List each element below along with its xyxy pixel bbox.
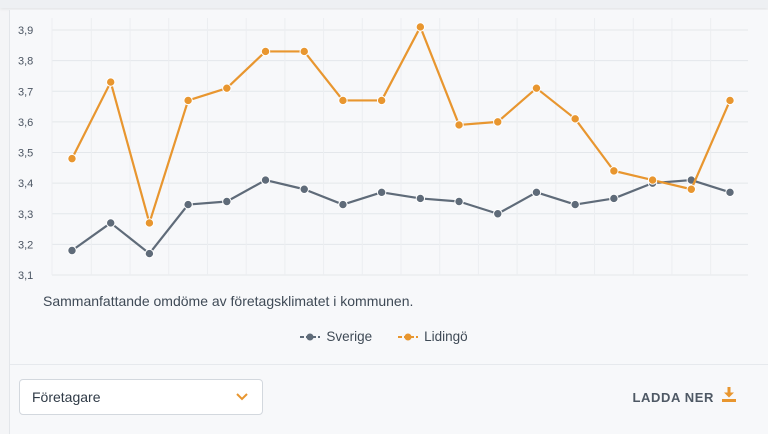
legend-item-lidingo[interactable]: Lidingö	[398, 329, 468, 344]
respondent-select-value: Företagare	[32, 389, 101, 405]
data-point-sverige	[222, 196, 232, 207]
respondent-select[interactable]: Företagare	[19, 379, 263, 415]
data-point-sverige	[299, 184, 309, 194]
series-line-lidingo	[71, 25, 732, 225]
data-point-sverige	[338, 199, 348, 210]
legend-marker-sverige	[300, 333, 321, 340]
top-bar	[0, 0, 768, 8]
y-tick-label: 3,9	[18, 25, 33, 37]
y-tick-label: 3,4	[18, 178, 33, 190]
data-point-lidingo	[609, 166, 619, 176]
legend-label-lidingo: Lidingö	[424, 329, 468, 344]
data-point-lidingo	[106, 77, 116, 87]
y-tick-label: 3,6	[18, 117, 33, 129]
download-label: LADDA NER	[632, 389, 714, 405]
legend-marker-lidingo	[398, 333, 419, 340]
data-point-sverige	[415, 193, 426, 204]
left-border	[9, 10, 10, 434]
chevron-down-icon	[236, 391, 248, 403]
data-point-lidingo	[725, 95, 735, 106]
data-point-lidingo	[338, 95, 348, 106]
data-point-sverige	[376, 187, 387, 198]
series-line-sverige	[71, 178, 731, 255]
chart-legend: Sverige Lidingö	[0, 329, 768, 344]
y-tick-label: 3,7	[18, 86, 33, 98]
chart-card	[10, 10, 768, 434]
data-point-sverige	[183, 199, 193, 210]
y-tick-label: 3,5	[18, 148, 33, 160]
data-point-sverige	[725, 187, 735, 198]
data-point-lidingo	[493, 117, 503, 127]
y-tick-label: 3,8	[18, 56, 33, 68]
data-point-sverige	[106, 218, 116, 228]
data-point-lidingo	[531, 83, 542, 93]
data-point-sverige	[144, 248, 155, 259]
y-tick-label: 3,1	[18, 270, 33, 282]
data-point-lidingo	[376, 95, 387, 106]
data-point-lidingo	[260, 46, 271, 57]
legend-label-sverige: Sverige	[326, 329, 373, 344]
data-point-sverige	[609, 193, 619, 204]
data-point-sverige	[570, 199, 580, 210]
download-button[interactable]: LADDA NER	[633, 386, 736, 408]
data-point-lidingo	[222, 83, 232, 93]
data-point-lidingo	[144, 218, 155, 228]
data-point-sverige	[454, 196, 464, 207]
footer-divider	[10, 364, 768, 365]
data-point-lidingo	[454, 120, 464, 130]
data-point-sverige	[260, 175, 271, 185]
line-chart: 3,1 3,2 3,3 3,4 3,5 3,6 3,7 3,8 3,9	[18, 18, 748, 282]
chart-caption: Sammanfattande omdöme av företagsklimate…	[43, 293, 414, 309]
download-icon	[722, 387, 736, 407]
y-tick-label: 3,2	[18, 239, 33, 251]
data-point-lidingo	[647, 175, 658, 185]
data-point-lidingo	[183, 95, 193, 106]
data-point-lidingo	[415, 22, 426, 32]
data-point-lidingo	[67, 153, 77, 164]
y-tick-label: 3,3	[18, 209, 33, 221]
data-point-lidingo	[299, 46, 309, 57]
data-point-lidingo	[570, 114, 580, 124]
data-point-sverige	[67, 245, 77, 256]
data-point-sverige	[493, 209, 503, 219]
data-point-lidingo	[686, 184, 696, 194]
data-point-sverige	[531, 187, 542, 198]
legend-item-sverige[interactable]: Sverige	[300, 329, 372, 344]
